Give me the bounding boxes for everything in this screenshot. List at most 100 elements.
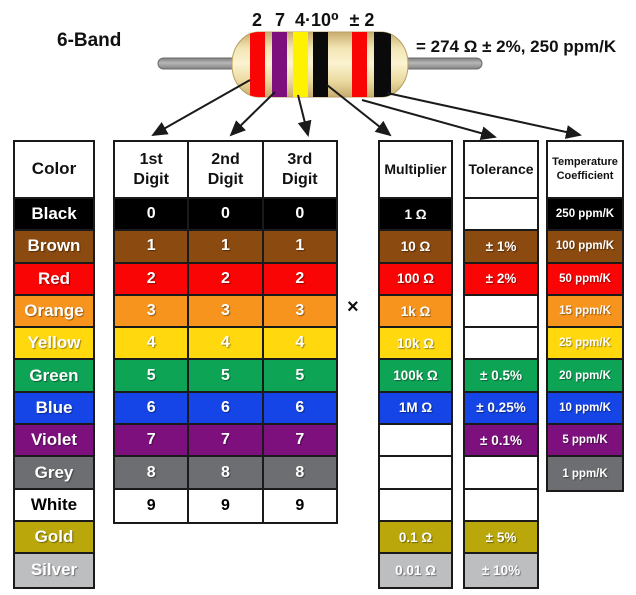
multiplier-cell-violet	[380, 425, 451, 458]
tolerance-cell-violet: ± 0.1%	[465, 425, 537, 458]
digit-cell: 7	[187, 425, 262, 456]
multiplier-cell-brown: 10 Ω	[380, 231, 451, 264]
tempco-cell-red: 50 ppm/K	[548, 263, 622, 296]
digit-cell: 6	[261, 392, 336, 424]
first-digit-header: 1st Digit	[115, 142, 188, 197]
tolerance-cell-grey	[465, 457, 537, 490]
band-annotation-digit1: 2	[252, 10, 262, 30]
color-name-cell-black: Black	[15, 199, 93, 232]
color-name-cell-white: White	[15, 489, 93, 522]
digit-cell: 2	[261, 263, 336, 294]
digit-cell: 1	[187, 231, 262, 262]
tolerance-cell-yellow	[465, 328, 537, 361]
arrow-to-multiplier	[326, 84, 392, 137]
multiplier-cell-black: 1 Ω	[380, 199, 451, 232]
digit-cell: 5	[115, 360, 188, 391]
arrow-to-1st-digit	[151, 79, 251, 136]
tolerance-column-header: Tolerance	[465, 142, 537, 199]
color-name-cell-blue: Blue	[15, 392, 93, 426]
tempco-cell-orange: 15 ppm/K	[548, 295, 622, 329]
multiplier-rows: 1 Ω 10 Ω 100 Ω 1k Ω 10k Ω 100k Ω 1M Ω 0.1 Ω 0.01…	[380, 199, 451, 587]
tolerance-cell-blue: ± 0.25%	[465, 392, 537, 426]
tolerance-cell-white	[465, 489, 537, 522]
digit-cell: 1	[115, 231, 188, 262]
band-2nd-digit	[272, 32, 287, 97]
multiplier-table: Multiplier 1 Ω 10 Ω 100 Ω 1k Ω 10k Ω 100k Ω 1M…	[378, 140, 453, 589]
tempco-cell-blue: 10 ppm/K	[548, 392, 622, 426]
arrow-to-tempco	[386, 92, 582, 139]
color-column-header: Color	[15, 142, 93, 199]
tolerance-cell-black	[465, 199, 537, 232]
multiplier-cell-silver: 0.01 Ω	[380, 554, 451, 587]
digit-cell: 8	[115, 457, 188, 488]
band-annotation-tolerance: ± 2	[350, 10, 375, 30]
tolerance-cell-silver: ± 10%	[465, 554, 537, 587]
tolerance-table: Tolerance ± 1% ± 2% ± 0.5% ± 0.25% ± 0.1% ± 5…	[463, 140, 539, 589]
digit-cell: 8	[187, 457, 262, 488]
resistor-illustration: 2 7 4·10⁰ ± 2	[151, 10, 582, 140]
color-rows: Black Brown Red Orange Yellow Green Blue Violet…	[15, 199, 93, 587]
band-multiplier	[313, 32, 328, 97]
digit-cell: 6	[115, 392, 188, 424]
tolerance-cell-red: ± 2%	[465, 263, 537, 296]
band-count-label: 6-Band	[57, 30, 122, 51]
digit-cell: 4	[261, 328, 336, 359]
color-name-cell-silver: Silver	[15, 554, 93, 587]
multiplier-cell-grey	[380, 457, 451, 490]
resistor-value-text: = 274 Ω ± 2%, 250 ppm/K	[416, 37, 617, 56]
color-name-cell-brown: Brown	[15, 231, 93, 264]
digit-cell: 9	[115, 489, 188, 522]
digit-cell: 4	[115, 328, 188, 359]
band-tolerance	[352, 32, 367, 97]
digit-cell: 2	[115, 263, 188, 294]
tempco-cell-violet: 5 ppm/K	[548, 425, 622, 458]
color-name-cell-yellow: Yellow	[15, 328, 93, 361]
multiplier-cell-blue: 1M Ω	[380, 392, 451, 426]
digits-header-row: 1st Digit 2nd Digit 3rd Digit	[115, 142, 336, 199]
band-3rd-digit	[293, 32, 308, 97]
tempco-cell-brown: 100 ppm/K	[548, 231, 622, 264]
digit-cell: 8	[261, 457, 336, 488]
digit-cell: 3	[115, 295, 188, 327]
tempco-table: Temperature Coefficient 250 ppm/K 100 ppm…	[546, 140, 624, 492]
digit-cell: 0	[187, 199, 262, 230]
third-digit-header: 3rd Digit	[261, 142, 336, 197]
tempco-cell-green: 20 ppm/K	[548, 360, 622, 393]
tempco-cell-black: 250 ppm/K	[548, 199, 622, 232]
multiplier-cell-green: 100k Ω	[380, 360, 451, 393]
multiply-symbol: ×	[347, 296, 359, 318]
tolerance-cell-green: ± 0.5%	[465, 360, 537, 393]
multiplier-cell-yellow: 10k Ω	[380, 328, 451, 361]
arrow-to-2nd-digit	[229, 91, 276, 137]
digit-cell: 1	[261, 231, 336, 262]
tempco-rows: 250 ppm/K 100 ppm/K 50 ppm/K 15 ppm/K 25 ppm…	[548, 199, 622, 490]
digit-cell: 6	[187, 392, 262, 424]
resistor-bands	[250, 32, 391, 97]
band-tempco	[374, 32, 391, 97]
color-name-cell-green: Green	[15, 360, 93, 393]
tempco-cell-grey: 1 ppm/K	[548, 457, 622, 490]
digit-cell: 2	[187, 263, 262, 294]
tempco-column-header: Temperature Coefficient	[548, 142, 622, 199]
tolerance-rows: ± 1% ± 2% ± 0.5% ± 0.25% ± 0.1% ± 5% ± 10%	[465, 199, 537, 587]
band-pointer-arrows	[151, 79, 582, 140]
digit-cell: 9	[187, 489, 262, 522]
multiplier-cell-white	[380, 489, 451, 522]
tolerance-cell-brown: ± 1%	[465, 231, 537, 264]
multiplier-column-header: Multiplier	[380, 142, 451, 199]
digit-cell: 3	[261, 295, 336, 327]
multiplier-cell-orange: 1k Ω	[380, 295, 451, 329]
digit-cell: 5	[187, 360, 262, 391]
multiplier-cell-gold: 0.1 Ω	[380, 521, 451, 555]
digit-cell: 7	[261, 425, 336, 456]
band-annotation-digit2: 7	[275, 10, 285, 30]
multiplier-cell-red: 100 Ω	[380, 263, 451, 296]
color-name-cell-violet: Violet	[15, 425, 93, 458]
